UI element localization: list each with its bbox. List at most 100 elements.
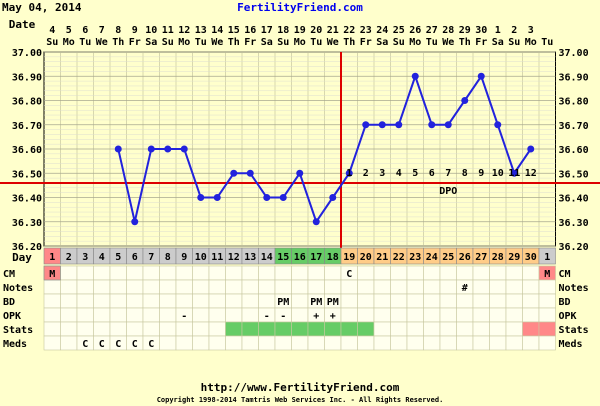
y-tick-right: 36.40 <box>559 194 589 205</box>
cm-cell <box>423 265 441 281</box>
notes-cell <box>406 279 424 295</box>
notes-cell <box>291 279 309 295</box>
meds-cell <box>175 335 193 351</box>
opk-cell <box>538 307 556 323</box>
cm-cell <box>126 265 144 281</box>
weekday-label: Su <box>393 37 405 48</box>
weekday-label: Mo <box>178 37 190 48</box>
stats-cell <box>274 321 292 337</box>
row-label-right-notes: Notes <box>559 283 589 294</box>
opk-cell <box>225 307 243 323</box>
dpo-label: 2 <box>363 168 369 179</box>
weekday-label: Sa <box>261 37 273 48</box>
date-label: 21 <box>327 25 339 36</box>
cm-cell <box>489 265 507 281</box>
notes-cell <box>43 279 61 295</box>
header-site-link[interactable]: FertilityFriend.com <box>237 1 363 14</box>
date-label: 11 <box>162 25 174 36</box>
notes-cell <box>93 279 111 295</box>
bd-cell <box>208 293 226 309</box>
dpo-label: 10 <box>492 168 504 179</box>
row-label-date: Date <box>9 18 36 31</box>
bd-cell <box>126 293 144 309</box>
dpo-label: 9 <box>478 168 484 179</box>
cm-cell <box>505 265 523 281</box>
dpo-label: 7 <box>445 168 451 179</box>
notes-cell <box>60 279 78 295</box>
weekday-label: Sa <box>376 37 388 48</box>
bd-cell <box>142 293 160 309</box>
cm-entry: C <box>346 269 352 280</box>
meds-cell <box>522 335 540 351</box>
notes-cell <box>390 279 408 295</box>
date-label: 15 <box>228 25 240 36</box>
bd-cell <box>357 293 375 309</box>
notes-cell <box>225 279 243 295</box>
cycle-day-label: 28 <box>492 252 504 263</box>
opk-entry: + <box>313 311 319 322</box>
date-label: 8 <box>115 25 121 36</box>
date-label: 13 <box>195 25 207 36</box>
weekday-label: Fr <box>244 37 256 48</box>
cycle-day-label: 4 <box>99 252 105 263</box>
cycle-day-label: 19 <box>343 252 355 263</box>
cycle-day-label: 2 <box>66 252 72 263</box>
row-label-stats: Stats <box>3 325 33 336</box>
bd-cell <box>456 293 474 309</box>
bd-cell <box>439 293 457 309</box>
meds-entry: C <box>132 339 138 350</box>
y-tick-right: 36.90 <box>559 72 589 83</box>
opk-cell <box>456 307 474 323</box>
weekday-label: Fr <box>475 37 487 48</box>
opk-cell <box>390 307 408 323</box>
y-tick-right: 36.80 <box>559 97 589 108</box>
cycle-day-label: 1 <box>544 252 550 263</box>
opk-cell <box>142 307 160 323</box>
row-label-cm: CM <box>3 269 15 280</box>
temperature-point <box>164 145 172 153</box>
cm-cell <box>159 265 177 281</box>
notes-cell <box>423 279 441 295</box>
meds-cell <box>307 335 325 351</box>
notes-cell <box>192 279 210 295</box>
cycle-day-label: 27 <box>475 252 487 263</box>
notes-cell <box>307 279 325 295</box>
temperature-point <box>510 169 518 177</box>
opk-cell <box>423 307 441 323</box>
meds-cell <box>423 335 441 351</box>
temperature-point <box>197 194 205 201</box>
cm-cell <box>142 265 160 281</box>
bd-entry: PM <box>327 297 339 308</box>
cm-cell <box>274 265 292 281</box>
temperature-point <box>279 194 287 201</box>
bd-cell <box>390 293 408 309</box>
stats-cell <box>159 321 177 337</box>
opk-entry: - <box>181 311 187 322</box>
stats-cell <box>357 321 375 337</box>
stats-cell <box>208 321 226 337</box>
date-label: 5 <box>66 25 72 36</box>
y-tick-left: 36.50 <box>12 169 42 180</box>
weekday-label: Fr <box>360 37 372 48</box>
meds-cell <box>373 335 391 351</box>
bd-cell <box>505 293 523 309</box>
temperature-point <box>477 72 485 80</box>
dpo-label: 3 <box>379 168 385 179</box>
date-label: 27 <box>426 25 438 36</box>
cycle-day-cell <box>538 247 556 265</box>
y-tick-right: 36.70 <box>559 121 589 132</box>
y-tick-left: 36.60 <box>12 145 42 156</box>
opk-cell <box>93 307 111 323</box>
footer-url[interactable]: http://www.FertilityFriend.com <box>200 381 400 394</box>
notes-cell <box>340 279 358 295</box>
stats-cell <box>109 321 127 337</box>
cm-cell <box>175 265 193 281</box>
meds-cell <box>357 335 375 351</box>
meds-cell <box>208 335 226 351</box>
meds-cell <box>472 335 490 351</box>
meds-cell <box>225 335 243 351</box>
temperature-point <box>180 145 188 153</box>
stats-cell <box>258 321 276 337</box>
temperature-line <box>117 73 532 224</box>
